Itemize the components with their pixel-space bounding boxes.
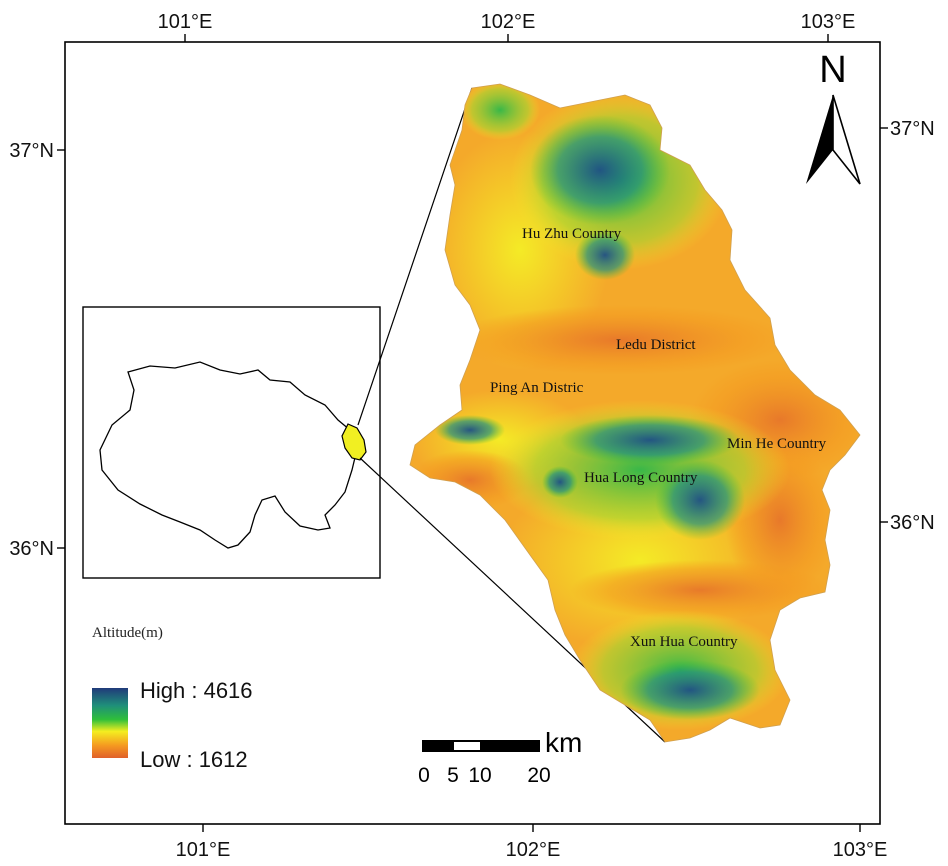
legend-low: Low : 1612 — [140, 747, 248, 772]
label-hua-long: Hua Long Country — [584, 470, 698, 486]
label-ping-an: Ping An Distric — [490, 380, 584, 396]
inset-study-area — [341, 423, 367, 461]
bottom-tick-102e: 102°E — [506, 839, 561, 861]
top-tick-103e: 103°E — [801, 11, 856, 33]
bottom-tick-101e: 101°E — [176, 839, 231, 861]
label-xun-hua: Xun Hua Country — [630, 634, 738, 650]
label-hu-zhu: Hu Zhu Country — [522, 226, 622, 242]
tick-marks — [57, 34, 888, 832]
scale-label-10: 10 — [468, 764, 491, 787]
north-arrow: N — [806, 49, 861, 185]
bottom-tick-103e: 103°E — [833, 839, 888, 861]
legend-high: High : 4616 — [140, 678, 253, 703]
study-area-outline — [409, 83, 861, 743]
scale-bar: km 0 5 10 20 — [418, 727, 582, 787]
north-arrow-left-half — [806, 95, 833, 184]
right-tick-37n: 37°N — [890, 118, 935, 140]
legend-title: Altitude(m) — [92, 625, 163, 641]
north-arrow-right-half — [832, 94, 861, 185]
scale-bar-segment-white — [454, 742, 480, 750]
label-ledu: Ledu District — [616, 337, 696, 353]
inset-province-outline — [99, 361, 359, 549]
north-letter: N — [819, 49, 846, 91]
legend-color-ramp — [92, 688, 128, 758]
right-tick-36n: 36°N — [890, 512, 935, 534]
top-tick-102e: 102°E — [481, 11, 536, 33]
left-tick-36n: 36°N — [9, 538, 54, 560]
scale-label-20: 20 — [527, 764, 550, 787]
label-min-he: Min He Country — [727, 436, 827, 452]
scale-unit: km — [545, 727, 582, 758]
inset-frame — [82, 306, 381, 579]
scale-label-5: 5 — [447, 764, 459, 787]
zoom-line-top — [357, 87, 473, 426]
left-tick-37n: 37°N — [9, 140, 54, 162]
scale-label-0: 0 — [418, 764, 430, 787]
scale-bar-body — [422, 740, 540, 752]
top-tick-101e: 101°E — [158, 11, 213, 33]
